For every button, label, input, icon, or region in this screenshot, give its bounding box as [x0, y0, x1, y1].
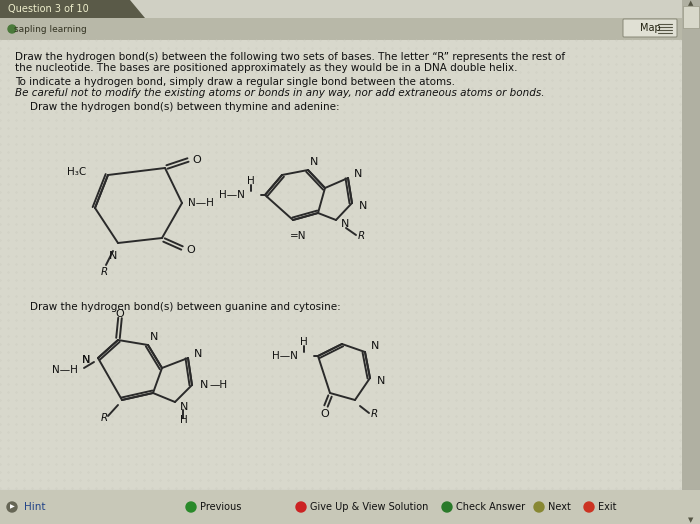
Text: —H: —H — [210, 380, 228, 390]
Text: Question 3 of 10: Question 3 of 10 — [8, 4, 89, 14]
Text: R: R — [371, 409, 378, 419]
Text: N: N — [377, 376, 386, 386]
Text: N: N — [150, 332, 158, 342]
Text: Next: Next — [548, 502, 571, 512]
Polygon shape — [0, 0, 145, 18]
Text: N: N — [82, 355, 90, 365]
Circle shape — [7, 502, 17, 512]
Circle shape — [296, 502, 306, 512]
Text: N: N — [341, 219, 349, 229]
Text: N: N — [310, 157, 319, 167]
Circle shape — [8, 25, 16, 33]
Text: N: N — [371, 341, 379, 351]
Text: N: N — [359, 201, 368, 211]
Text: Check Answer: Check Answer — [456, 502, 525, 512]
Text: Previous: Previous — [200, 502, 242, 512]
Text: Draw the hydrogen bond(s) between the following two sets of bases. The letter “R: Draw the hydrogen bond(s) between the fo… — [15, 52, 565, 62]
Text: N—H: N—H — [188, 198, 214, 208]
Text: H: H — [180, 415, 188, 425]
Text: N—H: N—H — [52, 365, 78, 375]
Text: sapling learning: sapling learning — [14, 25, 87, 34]
Text: Draw the hydrogen bond(s) between guanine and cytosine:: Draw the hydrogen bond(s) between guanin… — [30, 302, 341, 312]
Text: N: N — [200, 380, 209, 390]
Text: Map: Map — [640, 23, 660, 33]
Text: N: N — [82, 355, 90, 365]
Text: Be careful not to modify the existing atoms or bonds in any way, nor add extrane: Be careful not to modify the existing at… — [15, 88, 545, 98]
Text: Give Up & View Solution: Give Up & View Solution — [310, 502, 428, 512]
Text: O: O — [186, 245, 195, 255]
Text: H: H — [247, 176, 255, 186]
Bar — [0, 18, 690, 40]
Text: Exit: Exit — [598, 502, 617, 512]
Bar — [0, 490, 700, 524]
Text: ▼: ▼ — [688, 517, 694, 523]
Text: Draw the hydrogen bond(s) between thymine and adenine:: Draw the hydrogen bond(s) between thymin… — [30, 102, 340, 112]
Text: =N: =N — [290, 231, 307, 241]
Text: N: N — [180, 402, 188, 412]
Text: Hint: Hint — [24, 502, 46, 512]
Text: N: N — [108, 251, 117, 261]
Text: R: R — [100, 413, 108, 423]
Bar — [0, 40, 682, 490]
Text: the nucleotide. The bases are positioned approximately as they would be in a DNA: the nucleotide. The bases are positioned… — [15, 63, 517, 73]
Text: O: O — [192, 155, 201, 165]
Text: H: H — [300, 337, 308, 347]
Circle shape — [584, 502, 594, 512]
Text: ▲: ▲ — [688, 0, 694, 6]
Text: N: N — [194, 349, 202, 359]
Circle shape — [186, 502, 196, 512]
Text: ▶: ▶ — [10, 505, 15, 509]
Circle shape — [534, 502, 544, 512]
Text: N: N — [354, 169, 363, 179]
Text: R: R — [358, 231, 365, 241]
Text: O: O — [116, 309, 125, 319]
Text: H—N: H—N — [272, 351, 298, 361]
Bar — [683, 6, 699, 28]
Bar — [682, 0, 700, 524]
Text: R: R — [100, 267, 108, 277]
Circle shape — [442, 502, 452, 512]
FancyBboxPatch shape — [623, 19, 677, 37]
Text: H—N: H—N — [219, 190, 245, 200]
Text: O: O — [321, 409, 330, 419]
Text: To indicate a hydrogen bond, simply draw a regular single bond between the atoms: To indicate a hydrogen bond, simply draw… — [15, 77, 455, 87]
Text: H₃C: H₃C — [66, 167, 86, 177]
